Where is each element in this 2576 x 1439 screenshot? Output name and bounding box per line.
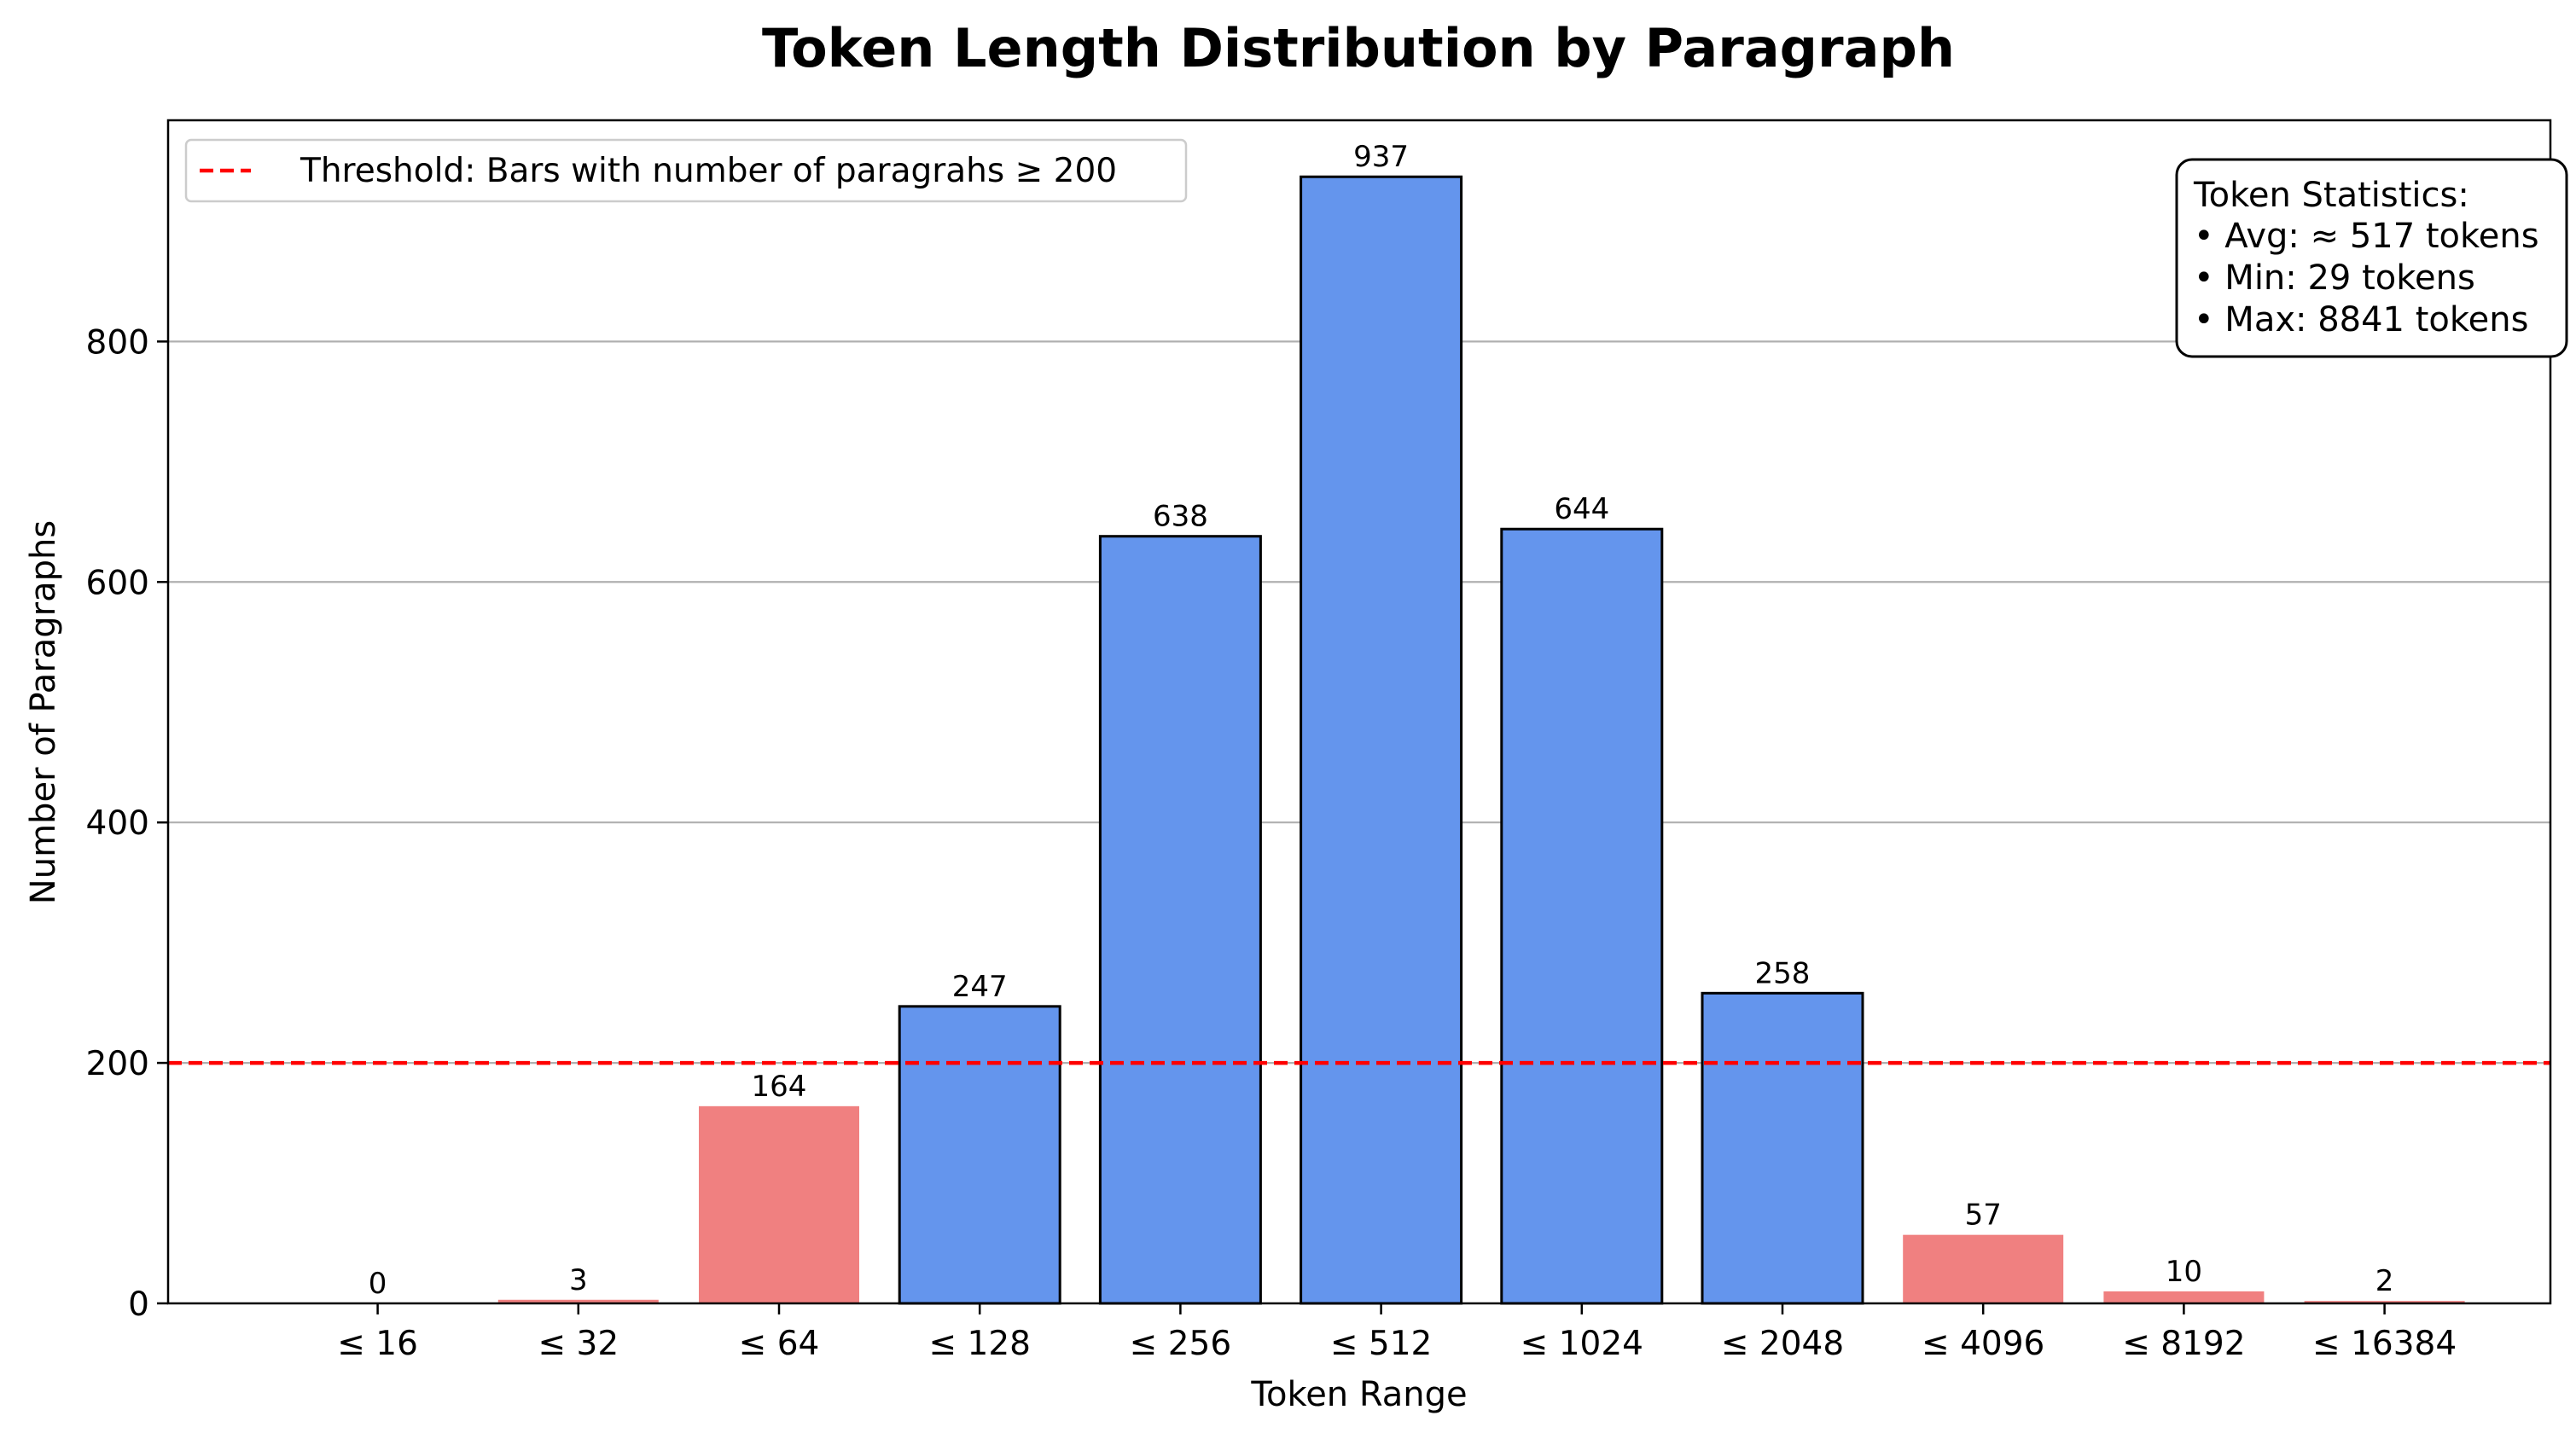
x-tick-label: ≤ 16384	[2312, 1325, 2457, 1363]
bar-value-label: 644	[1554, 492, 1609, 526]
x-tick-label: ≤ 4096	[1922, 1325, 2044, 1363]
y-axis-label: Number of Paragraphs	[24, 520, 63, 904]
y-tick-label: 600	[86, 564, 149, 602]
token-statistics-heading: Token Statistics:	[2193, 176, 2469, 215]
legend-box	[184, 138, 1188, 203]
bar-value-label: 258	[1755, 956, 1811, 990]
bar	[699, 1105, 859, 1303]
y-tick-label: 200	[86, 1045, 149, 1083]
bar	[898, 1005, 1061, 1305]
bar-value-label: 638	[1153, 500, 1208, 534]
bar	[497, 1299, 659, 1303]
bar	[1300, 175, 1463, 1305]
chart-title: Token Length Distribution by Paragraph	[762, 17, 1955, 79]
x-tick-label: ≤ 2048	[1721, 1325, 1844, 1363]
bars: 0 3 164 247 638 937 644 258 57 10 2	[369, 140, 2465, 1305]
x-tick-label: ≤ 1024	[1521, 1325, 1643, 1363]
bar-value-label: 0	[369, 1267, 387, 1301]
y-tick-label: 0	[128, 1285, 149, 1324]
x-axis-ticks: ≤ 16 ≤ 32 ≤ 64 ≤ 128 ≤ 256 ≤ 512 ≤ 1024 ≤ 2048 ≤…	[337, 1303, 2457, 1363]
legend-threshold-label: Threshold: Bars with number of paragrahs…	[299, 152, 1117, 190]
token-statistics-box: Token Statistics: • Avg: ≈ 517 tokens • …	[2175, 158, 2568, 358]
bar	[2103, 1291, 2265, 1303]
bar-value-label: 3	[569, 1263, 588, 1297]
y-tick-label: 800	[86, 323, 149, 362]
token-statistics-max: • Max: 8841 tokens	[2194, 300, 2528, 339]
bar-value-label: 164	[752, 1070, 807, 1104]
bar-value-label: 247	[952, 970, 1008, 1004]
token-statistics-min: • Min: 29 tokens	[2194, 258, 2475, 298]
bar	[1500, 527, 1664, 1305]
legend: Threshold: Bars with number of paragrahs…	[184, 138, 1188, 203]
plot-frame	[166, 119, 2552, 1305]
x-tick-label: ≤ 128	[928, 1325, 1031, 1363]
bar	[2304, 1301, 2465, 1303]
bar	[1701, 991, 1864, 1305]
token-statistics-frame	[2175, 158, 2568, 358]
y-tick-label: 400	[86, 804, 149, 843]
bar-value-label: 937	[1353, 140, 1409, 174]
x-axis-label: Token Range	[1250, 1375, 1467, 1414]
x-tick-label: ≤ 256	[1130, 1325, 1232, 1363]
x-tick-label: ≤ 512	[1330, 1325, 1433, 1363]
bar-value-label: 2	[2375, 1264, 2394, 1298]
x-tick-label: ≤ 32	[538, 1325, 619, 1363]
y-axis-ticks: 0 200 400 600 800	[86, 323, 168, 1324]
bar	[1903, 1234, 2064, 1303]
bar	[1098, 535, 1262, 1305]
x-tick-label: ≤ 64	[739, 1325, 820, 1363]
bar-value-label: 10	[2166, 1255, 2202, 1289]
bar-value-label: 57	[1965, 1198, 2002, 1233]
x-tick-label: ≤ 16	[337, 1325, 418, 1363]
x-tick-label: ≤ 8192	[2122, 1325, 2245, 1363]
token-statistics-avg: • Avg: ≈ 517 tokens	[2194, 217, 2539, 256]
